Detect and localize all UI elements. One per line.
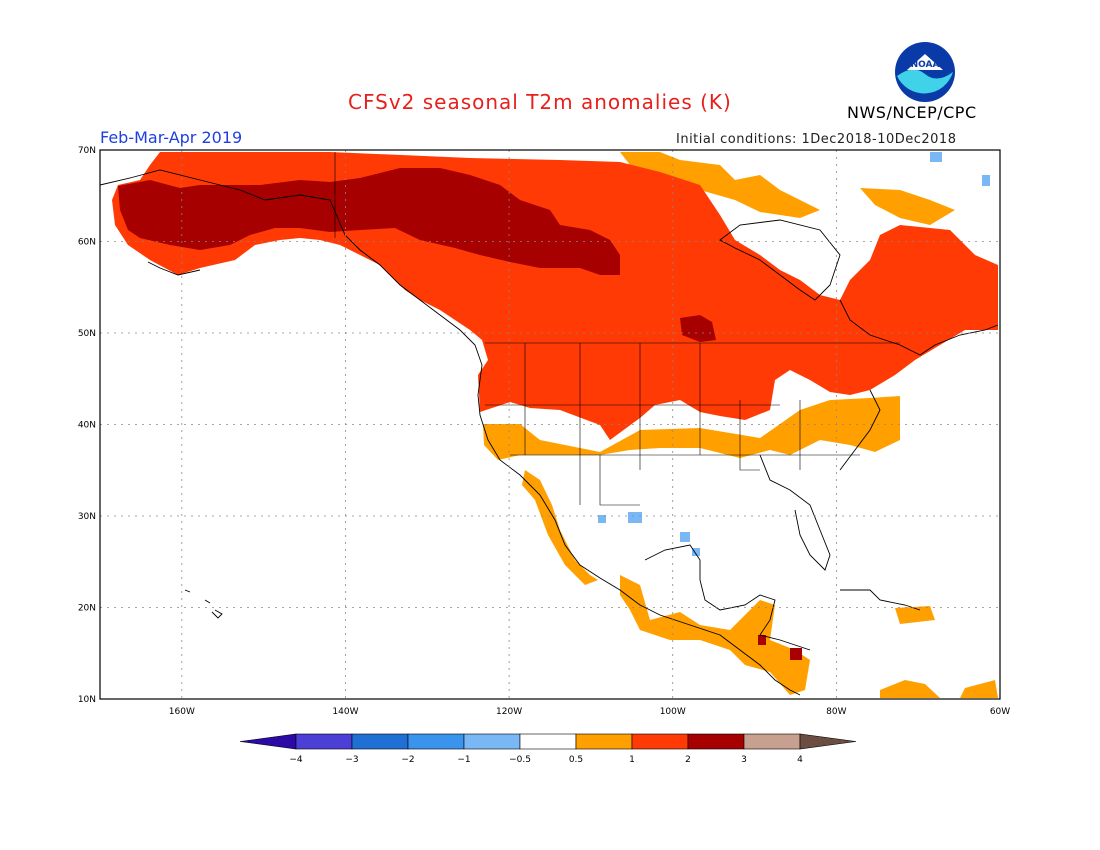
latitude-labels: 70N 60N 50N 40N 30N 20N 10N: [78, 146, 96, 705]
colorbar-label: 2: [685, 755, 691, 765]
anomaly-fills: [112, 152, 998, 698]
map-title: CFSv2 seasonal T2m anomalies (K): [348, 90, 732, 114]
lon-tick-label: 80W: [826, 707, 846, 717]
colorbar-label: −4: [289, 755, 303, 765]
colorbar-box: [407, 733, 465, 750]
svg-text:NOAA: NOAA: [911, 60, 940, 70]
longitude-labels: 160W 140W 120W 100W 80W 60W: [169, 707, 1010, 717]
lon-tick-label: 160W: [169, 707, 195, 717]
colorbar-box: [575, 733, 633, 750]
colorbar-label: 3: [741, 755, 747, 765]
coastlines: [99, 169, 999, 696]
lat-tick-label: 70N: [78, 146, 96, 156]
colorbar-label: −3: [345, 755, 358, 765]
weak-warm-region-central-america: [620, 575, 810, 695]
initial-conditions-label: Initial conditions: 1Dec2018-10Dec2018: [676, 132, 957, 147]
colorbar-arrow-right: [799, 733, 857, 750]
lat-tick-label: 20N: [78, 604, 96, 614]
agency-label: NWS/NCEP/CPC: [847, 103, 977, 122]
weak-cold-region-greenland: [930, 152, 990, 186]
weak-warm-region-mexico-coast: [522, 470, 598, 585]
colorbar-label: −2: [401, 755, 414, 765]
lon-tick-label: 120W: [496, 707, 522, 717]
period-label: Feb-Mar-Apr 2019: [100, 128, 243, 147]
strong-warm-region-central-america: [758, 635, 802, 660]
map-frame: [99, 149, 1001, 700]
lon-tick-label: 60W: [990, 707, 1010, 717]
colorbar-label: 1: [629, 755, 635, 765]
lat-tick-label: 30N: [78, 512, 96, 522]
lon-tick-label: 140W: [332, 707, 358, 717]
lat-tick-label: 10N: [78, 695, 96, 705]
lat-tick-label: 50N: [78, 329, 96, 339]
colorbar-box: [519, 733, 577, 750]
weak-warm-region-us-south: [483, 396, 900, 460]
colorbar-box: [743, 733, 801, 750]
colorbar-label: 0.5: [569, 755, 583, 765]
lon-tick-label: 100W: [660, 707, 686, 717]
colorbar-box: [463, 733, 521, 750]
noaa-logo: NOAA: [895, 42, 955, 102]
colorbar-label: 4: [797, 755, 803, 765]
colorbar-box: [687, 733, 745, 750]
strong-warm-region-great-lakes: [680, 315, 716, 342]
colorbar-box: [295, 733, 353, 750]
weak-warm-region-arctic: [620, 152, 955, 225]
colorbar-label: −0.5: [509, 755, 531, 765]
colorbar-box: [631, 733, 689, 750]
lat-tick-label: 60N: [78, 238, 96, 248]
colorbar-arrow-left: [239, 733, 297, 750]
colorbar-box: [351, 733, 409, 750]
lat-tick-label: 40N: [78, 421, 96, 431]
weak-warm-region-caribbean: [880, 606, 998, 698]
lat-lon-grid: [100, 150, 1000, 699]
colorbar-label: −1: [457, 755, 470, 765]
strong-warm-region-alaska-yukon: [118, 168, 620, 275]
state-borders: [334, 152, 900, 506]
